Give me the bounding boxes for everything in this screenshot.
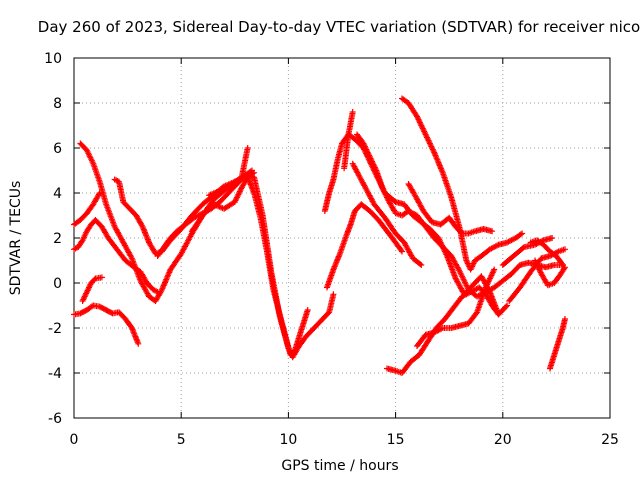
series-markers: [341, 109, 356, 172]
y-tick-label: -4: [48, 366, 62, 382]
series-arc-1: [71, 302, 142, 347]
series-markers: [399, 95, 526, 273]
series-markers: [71, 302, 142, 347]
series-markers: [414, 266, 498, 349]
series-markers: [354, 131, 566, 300]
series-markers: [206, 145, 251, 199]
x-tick-label: 5: [177, 432, 186, 448]
series-markers: [547, 316, 568, 372]
series-markers: [349, 160, 425, 268]
series-arc-8: [188, 174, 311, 358]
series-arc-18: [405, 181, 496, 237]
y-tick-label: 10: [44, 51, 62, 67]
series-arc-23: [532, 257, 568, 289]
x-tick-label: 20: [494, 432, 512, 448]
series-markers: [154, 172, 337, 361]
y-tick-label: 0: [53, 276, 62, 292]
series-arc-17: [414, 266, 498, 349]
y-tick-label: 8: [53, 96, 62, 112]
series-markers: [77, 140, 255, 304]
y-tick-label: 4: [53, 186, 62, 202]
y-axis-label: SDTVAR / TECUs: [8, 181, 24, 296]
y-tick-label: -2: [48, 321, 62, 337]
series-arc-4: [71, 190, 103, 228]
series-markers: [71, 190, 103, 228]
x-axis-label: GPS time / hours: [281, 458, 398, 474]
y-tick-label: 2: [53, 231, 62, 247]
x-tick-labels: 0 5 10 15 20 25: [70, 432, 619, 448]
chart-title: Day 260 of 2023, Sidereal Day-to-day VTE…: [38, 18, 640, 36]
series-group: [71, 95, 568, 376]
series-markers: [188, 174, 311, 358]
series-markers: [79, 274, 105, 304]
series-arc-14: [354, 131, 566, 300]
series-arc-13: [349, 160, 425, 268]
series-arc-12: [341, 109, 356, 172]
x-tick-label: 15: [387, 432, 405, 448]
series-markers: [324, 201, 405, 291]
series-arc-3: [77, 140, 255, 304]
series-arc-21: [527, 237, 566, 268]
y-tick-labels: -6 -4 -2 0 2 4 6 8 10: [44, 51, 62, 427]
series-arc-9: [206, 145, 251, 199]
y-tick-label: 6: [53, 141, 62, 157]
series-arc-5: [79, 274, 105, 304]
series-arc-7: [154, 172, 337, 361]
series-markers: [527, 237, 566, 268]
x-tick-label: 25: [601, 432, 619, 448]
series-arc-15: [399, 95, 526, 273]
y-tick-label: -6: [48, 411, 62, 427]
axis-ticks: [73, 57, 611, 419]
x-tick-label: 0: [70, 432, 79, 448]
grid: [74, 58, 610, 418]
series-arc-22: [547, 316, 568, 372]
series-markers: [405, 181, 496, 237]
series-markers: [532, 257, 568, 289]
x-tick-label: 10: [279, 432, 297, 448]
series-arc-11: [324, 201, 405, 291]
